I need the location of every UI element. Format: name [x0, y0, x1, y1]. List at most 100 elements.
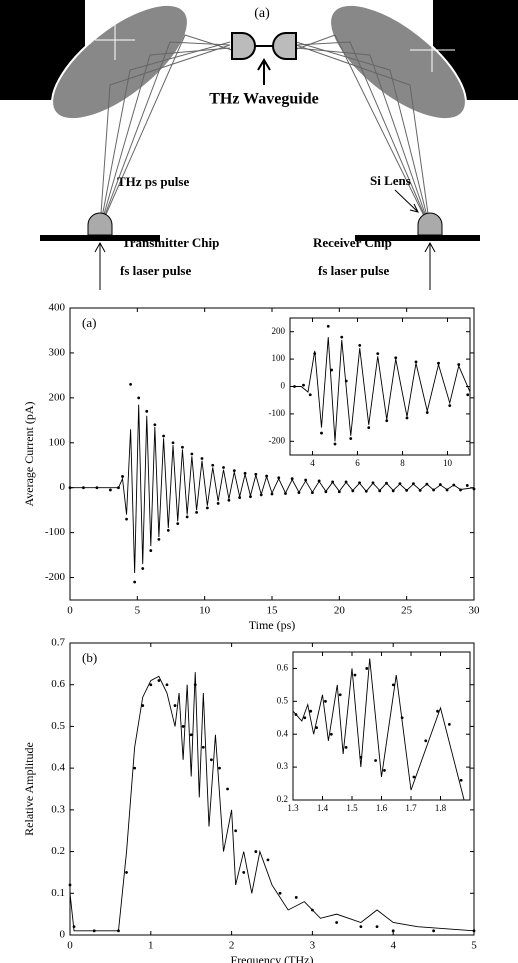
x-tick-label: 1.8 — [435, 803, 447, 813]
data-point — [412, 775, 416, 779]
y-tick-label: 0 — [281, 381, 286, 391]
data-point — [311, 908, 314, 912]
data-point — [141, 567, 145, 570]
data-point — [232, 469, 236, 473]
data-point — [466, 393, 470, 397]
data-point — [157, 537, 161, 541]
data-point — [378, 489, 382, 493]
data-point — [185, 515, 189, 519]
data-point — [394, 356, 398, 360]
laser-label: fs laser pulse — [318, 263, 389, 278]
chart: 4 6 8 10 -200 -100 0 100 200 — [269, 317, 471, 468]
data-point — [432, 488, 435, 492]
receiver-chip — [355, 235, 480, 241]
laser-label: fs laser pulse — [120, 263, 191, 278]
data-point — [400, 716, 404, 720]
y-tick-label: 0.6 — [51, 678, 65, 690]
data-point — [141, 704, 145, 707]
data-point — [234, 829, 238, 833]
data-point — [290, 477, 294, 481]
x-tick-label: 1.3 — [287, 803, 299, 813]
y-tick-label: 0 — [60, 481, 66, 493]
x-tick-label: 4 — [390, 940, 396, 952]
data-point — [344, 745, 348, 749]
arrow — [424, 241, 436, 290]
data-point — [153, 423, 157, 427]
data-point — [125, 871, 128, 874]
data-point — [365, 667, 369, 670]
y-tick-label: 300 — [49, 346, 66, 358]
data-point — [376, 352, 380, 356]
data-point — [391, 489, 395, 493]
data-point — [425, 411, 429, 414]
pulse-label: THz ps pulse — [117, 174, 189, 189]
y-tick-label: 0.2 — [277, 794, 288, 804]
data-point — [166, 528, 170, 532]
data-point — [68, 883, 72, 887]
data-point — [270, 492, 274, 496]
data-point — [424, 739, 428, 743]
x-tick-label: 5 — [471, 940, 477, 952]
y-tick-label: 0.4 — [51, 762, 65, 774]
data-line — [290, 337, 471, 442]
data-line — [69, 672, 475, 932]
data-point — [447, 722, 451, 726]
data-point — [133, 766, 137, 770]
data-point — [95, 486, 99, 490]
data-point — [278, 891, 282, 895]
data-point — [438, 483, 442, 486]
data-point — [359, 755, 363, 759]
data-point — [218, 766, 221, 770]
data-point — [309, 709, 313, 713]
data-point — [277, 476, 281, 480]
y-tick-label: -100 — [269, 408, 286, 418]
panel-label: (a) — [82, 315, 96, 330]
x-tick-label: 15 — [267, 605, 279, 617]
data-point — [181, 445, 184, 449]
x-tick-label: 1.6 — [376, 803, 388, 813]
data-point — [210, 758, 213, 762]
x-tick-label: 20 — [334, 605, 346, 617]
lens-label: Si Lens — [370, 173, 411, 188]
data-point — [129, 382, 133, 386]
data-point — [459, 778, 463, 782]
data-point — [385, 419, 389, 423]
y-tick-label: 0.1 — [51, 887, 65, 899]
data-point — [304, 478, 308, 482]
data-point — [157, 679, 161, 682]
x-tick-label: 25 — [401, 605, 413, 617]
data-point — [344, 480, 348, 484]
data-point — [109, 488, 112, 492]
data-point — [338, 693, 342, 697]
x-tick-label: 1.4 — [317, 803, 329, 813]
data-point — [459, 488, 462, 492]
data-point — [425, 482, 429, 486]
data-point — [383, 769, 386, 772]
waveguide-lens — [231, 32, 256, 60]
data-point — [117, 929, 120, 933]
data-point — [324, 490, 328, 494]
x-tick-label: 1.5 — [346, 803, 358, 813]
y-tick-label: 100 — [272, 353, 286, 363]
data-point — [149, 683, 153, 687]
data-point — [457, 363, 461, 366]
data-point — [200, 457, 204, 460]
data-point — [293, 385, 296, 388]
y-tick-label: 400 — [49, 302, 66, 314]
transmitter-chip — [40, 235, 160, 241]
data-point — [259, 493, 263, 497]
transmitter-label: Transmitter Chip — [122, 235, 219, 250]
data-point — [324, 699, 327, 703]
data-point — [205, 506, 209, 510]
plot-frame — [292, 651, 471, 801]
x-tick-label: 1 — [148, 940, 154, 952]
data-point — [358, 481, 361, 485]
y-tick-label: -200 — [269, 435, 286, 445]
data-point — [294, 713, 298, 716]
data-point — [472, 487, 476, 491]
data-point — [340, 335, 344, 339]
data-point — [82, 486, 85, 490]
chart: 1.3 1.4 1.5 1.6 1.7 1.8 0.2 0.3 0.4 0.5 0.6 — [277, 651, 471, 813]
y-tick-label: 0.3 — [277, 761, 289, 771]
y-tick-label: 100 — [49, 436, 66, 448]
